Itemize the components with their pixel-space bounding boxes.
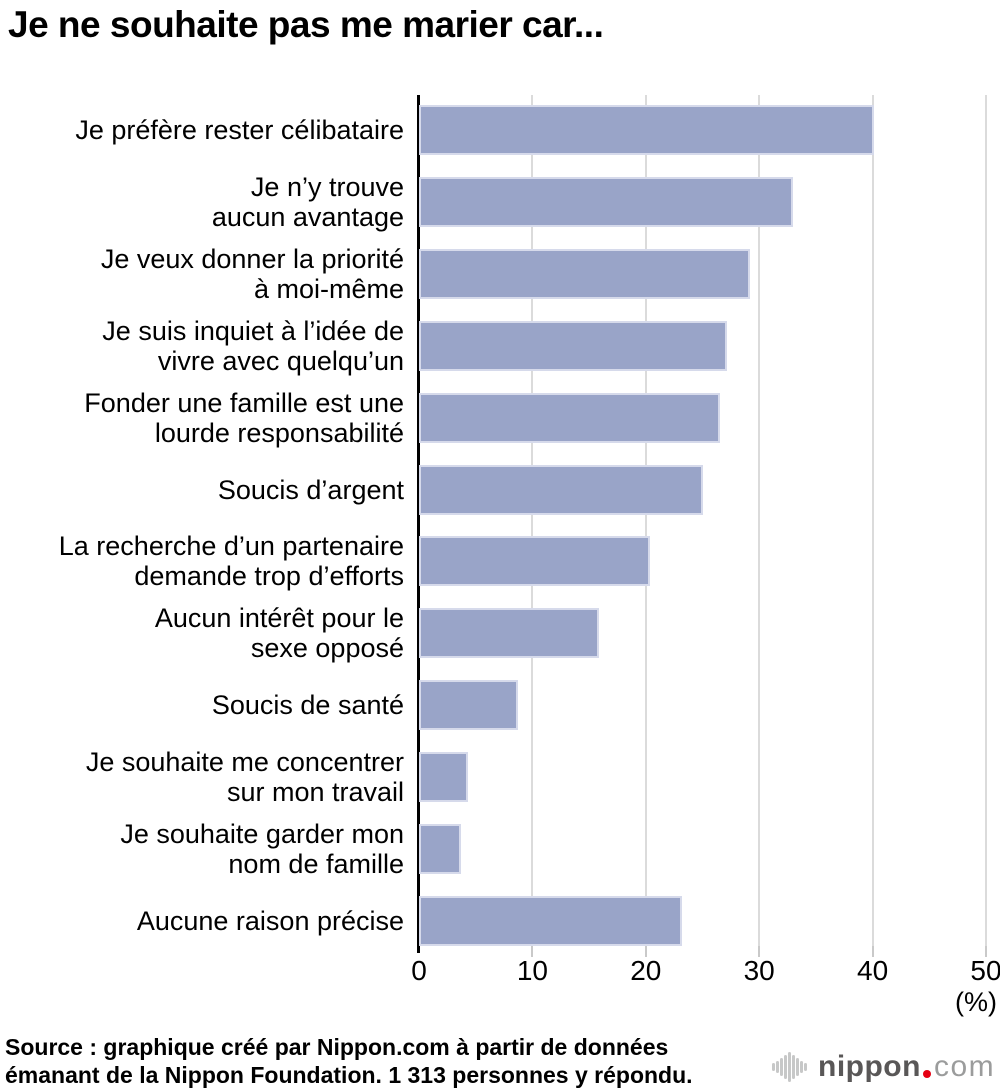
- bar-1: [419, 176, 794, 227]
- category-label-10: Je souhaite garder mon nom de famille: [120, 819, 404, 879]
- category-label-0: Je préfère rester célibataire: [75, 115, 404, 145]
- x-tick-30: [758, 946, 761, 957]
- source-note: Source : graphique créé par Nippon.com à…: [5, 1033, 693, 1089]
- category-label-7: Aucun intérêt pour le sexe opposé: [154, 603, 404, 664]
- category-label-2: Je veux donner la priorité à moi-même: [100, 243, 404, 304]
- category-label-1: Je n’y trouve aucun avantage: [211, 171, 404, 232]
- gridline-40: [871, 95, 874, 946]
- category-label-5: Soucis d’argent: [217, 474, 404, 505]
- bar-5: [419, 464, 703, 515]
- x-tick-50: [985, 946, 987, 957]
- bar-10: [419, 824, 461, 874]
- bar-6: [419, 536, 651, 587]
- logo-brand-text: nippon: [818, 1050, 921, 1083]
- x-tick-40: [871, 946, 874, 957]
- chart-title: Je ne souhaite pas me marier car...: [8, 4, 604, 45]
- nippon-logo: nippon com: [772, 1049, 995, 1085]
- x-tick-20: [644, 946, 647, 957]
- logo-red-dot-icon: [922, 1070, 931, 1078]
- bar-3: [419, 320, 728, 371]
- gridline-10: [531, 95, 534, 946]
- x-tick-label-50: 50: [970, 955, 1000, 986]
- x-tick-10: [531, 946, 534, 957]
- bar-chart-area: (%) 0 10 20 30 40 50 Je préfère rester célibat…: [0, 95, 1000, 1035]
- soundwave-icon: [772, 1052, 808, 1082]
- x-axis-unit-label: (%): [955, 987, 997, 1017]
- category-label-6: La recherche d’un partenaire demande trop…: [58, 531, 404, 592]
- bar-11: [419, 895, 683, 946]
- bar-9: [419, 752, 468, 803]
- gridline-20: [644, 95, 647, 946]
- bar-8: [419, 680, 518, 731]
- bar-4: [419, 392, 720, 443]
- category-label-9: Je souhaite me concentrer sur mon travail: [85, 747, 404, 808]
- logo-tld-text: com: [933, 1050, 996, 1083]
- y-axis-line: [417, 95, 420, 953]
- category-label-4: Fonder une famille est une lourde respons…: [84, 387, 404, 448]
- category-label-8: Soucis de santé: [211, 690, 404, 721]
- x-tick-label-20: 20: [630, 955, 662, 986]
- x-tick-label-0: 0: [411, 955, 427, 986]
- x-tick-label-10: 10: [516, 955, 548, 986]
- x-tick-label-40: 40: [857, 955, 889, 986]
- category-label-11: Aucune raison précise: [136, 905, 404, 936]
- source-note-line1: Source : graphique créé par Nippon.com à…: [5, 1034, 669, 1060]
- bar-7: [419, 608, 600, 659]
- gridline-50: [985, 95, 987, 946]
- source-note-line2: émanant de la Nippon Foundation. 1 313 p…: [5, 1062, 693, 1088]
- category-label-3: Je suis inquiet à l’idée de vivre avec qu…: [102, 315, 404, 376]
- gridline-30: [758, 95, 761, 946]
- bar-0: [419, 105, 874, 155]
- x-tick-label-30: 30: [743, 955, 775, 986]
- bar-2: [419, 248, 751, 299]
